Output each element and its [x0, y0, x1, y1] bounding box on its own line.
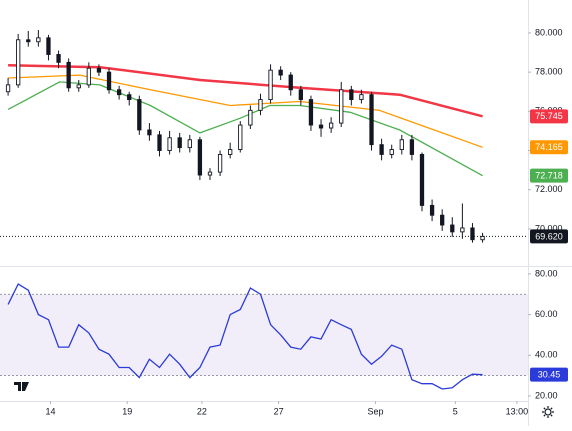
- candle-body: [106, 71, 112, 91]
- candle-body: [419, 154, 425, 206]
- last-value-box: [530, 140, 568, 155]
- candle-body: [167, 137, 172, 151]
- candle-body: [127, 94, 132, 101]
- candle-body: [46, 37, 51, 55]
- candle-body: [197, 139, 203, 176]
- candle-body: [5, 84, 11, 93]
- y-tick-label: 80.000: [535, 27, 563, 37]
- x-tick-label: 22: [197, 406, 207, 416]
- last-value-box: [530, 229, 568, 244]
- series-line: [8, 74, 483, 148]
- last-value-box: [530, 168, 568, 183]
- candle-body: [36, 37, 41, 43]
- candle-body: [460, 227, 465, 233]
- candle-body: [228, 149, 233, 155]
- x-tick-label: 13:00: [506, 406, 529, 416]
- candle-body: [86, 67, 91, 86]
- x-tick-label: Sep: [368, 406, 384, 416]
- series-line: [7, 283, 483, 390]
- candle-body: [26, 39, 31, 43]
- last-value-label: 30.45: [538, 370, 561, 380]
- y-tick-label: 70.000: [535, 223, 563, 233]
- candle-body: [399, 139, 404, 151]
- candle-body: [440, 214, 445, 226]
- candle-body: [258, 99, 263, 111]
- candle-body: [339, 89, 344, 124]
- candle-body: [207, 171, 213, 176]
- plot-layer: 70.00072.00074.00076.00078.00080.00075.7…: [0, 27, 568, 416]
- candle-body: [248, 109, 253, 126]
- candle-body: [480, 235, 485, 241]
- pane: [0, 29, 528, 243]
- x-tick-label: 27: [274, 406, 284, 416]
- candle-body: [76, 84, 81, 89]
- candle-body: [429, 204, 435, 216]
- candle-body: [318, 124, 324, 129]
- y-tick-label: 40.00: [535, 350, 558, 360]
- last-value-label: 75.745: [535, 111, 563, 121]
- candle-body: [278, 69, 283, 76]
- last-value-box: [530, 367, 568, 382]
- candle-body: [298, 89, 303, 101]
- y-tick-label: 80.00: [535, 268, 558, 278]
- candle-body: [116, 89, 122, 96]
- y-tick-label: 78.000: [535, 67, 563, 77]
- candle-body: [177, 137, 182, 149]
- candle-body: [66, 61, 71, 89]
- rsi-band: [0, 294, 528, 376]
- candle-body: [450, 224, 455, 233]
- candle-body: [379, 144, 384, 155]
- y-tick-label: 72.000: [535, 184, 563, 194]
- settings-icon[interactable]: [542, 406, 554, 418]
- candle-body: [157, 134, 162, 151]
- gear-teeth[interactable]: [542, 406, 554, 418]
- series-line: [7, 81, 483, 177]
- candle-body: [308, 99, 314, 126]
- candle-body: [217, 154, 223, 173]
- x-tick-label: 19: [122, 406, 132, 416]
- y-tick-label: 60.00: [535, 309, 558, 319]
- last-value-box: [530, 109, 568, 124]
- candle-body: [359, 94, 364, 101]
- x-tick-label: 14: [45, 406, 55, 416]
- candle-body: [349, 89, 354, 101]
- candle-body: [288, 74, 293, 91]
- last-value-label: 74.165: [535, 142, 563, 152]
- candle-body: [409, 139, 415, 155]
- x-tick-label: 5: [453, 406, 458, 416]
- logo: [12, 378, 34, 394]
- candle-body: [16, 39, 21, 86]
- candle-body: [470, 227, 475, 241]
- candle-body: [137, 99, 142, 131]
- candle-body: [147, 129, 152, 136]
- candle-body: [268, 69, 273, 101]
- series-line: [8, 64, 483, 118]
- logo-mark: [14, 382, 29, 391]
- last-value-label: 72.718: [535, 171, 563, 181]
- gear-center[interactable]: [544, 408, 552, 416]
- candle-body: [389, 149, 394, 155]
- last-value-label: 69.620: [535, 231, 563, 241]
- candle-body: [56, 54, 61, 63]
- pane: [0, 283, 528, 390]
- candle-body: [187, 139, 192, 149]
- y-tick-label: 20.00: [535, 390, 558, 400]
- candle-body: [369, 94, 374, 146]
- candle-body: [238, 124, 243, 151]
- candle-body: [96, 67, 102, 73]
- candle-body: [328, 122, 334, 129]
